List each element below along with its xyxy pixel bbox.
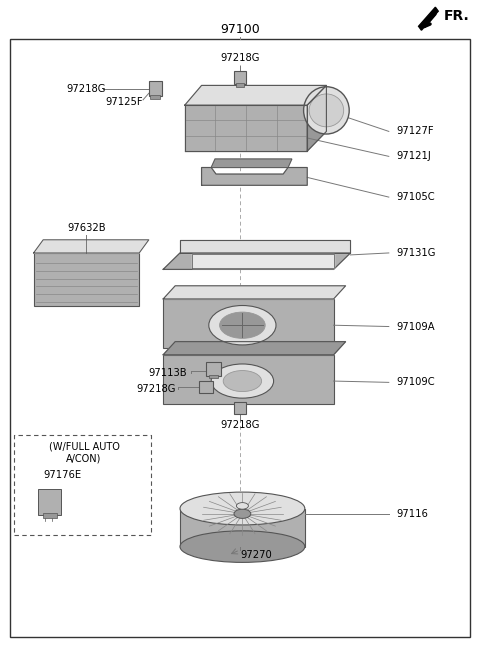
Polygon shape	[163, 342, 346, 355]
Bar	[14, 435, 151, 535]
Bar	[209, 375, 218, 378]
Text: 97632B: 97632B	[67, 223, 106, 233]
Text: FR.: FR.	[444, 9, 470, 24]
Text: 97218G: 97218G	[67, 83, 106, 94]
Bar	[163, 355, 334, 404]
Polygon shape	[185, 105, 307, 151]
Text: (W/FULL AUTO
A/CON): (W/FULL AUTO A/CON)	[48, 442, 120, 464]
Text: 97218G: 97218G	[136, 384, 176, 394]
Polygon shape	[211, 159, 292, 168]
Bar	[206, 362, 221, 376]
Bar	[234, 402, 246, 414]
Text: 97127F: 97127F	[396, 126, 433, 137]
Bar	[180, 509, 305, 547]
Ellipse shape	[234, 509, 251, 518]
Ellipse shape	[304, 87, 349, 134]
Text: 97176E: 97176E	[43, 470, 82, 480]
Bar	[149, 81, 162, 96]
Ellipse shape	[236, 503, 249, 509]
Polygon shape	[163, 286, 346, 299]
Text: 97131G: 97131G	[396, 248, 435, 258]
Text: 97121J: 97121J	[396, 151, 431, 162]
Bar	[43, 513, 57, 518]
Bar	[34, 253, 139, 306]
Text: 97218G: 97218G	[220, 53, 260, 63]
Polygon shape	[307, 85, 326, 151]
Ellipse shape	[209, 306, 276, 345]
Text: 97125F: 97125F	[105, 97, 143, 107]
Polygon shape	[163, 253, 350, 269]
Polygon shape	[180, 240, 350, 253]
Text: 97105C: 97105C	[396, 192, 434, 202]
Bar	[163, 299, 334, 348]
Text: 97109A: 97109A	[396, 321, 434, 332]
Bar	[236, 83, 244, 87]
Text: 97113B: 97113B	[149, 368, 187, 378]
Text: 97109C: 97109C	[396, 377, 434, 388]
Ellipse shape	[223, 371, 262, 392]
Text: 97100: 97100	[220, 23, 260, 36]
Ellipse shape	[180, 531, 305, 562]
Text: 97218G: 97218G	[220, 420, 260, 430]
Text: 97116: 97116	[396, 509, 428, 519]
Ellipse shape	[211, 364, 274, 398]
Polygon shape	[185, 85, 326, 105]
Bar	[199, 381, 213, 393]
Bar	[150, 95, 160, 99]
Bar	[38, 489, 61, 515]
Polygon shape	[192, 254, 334, 268]
Text: 97270: 97270	[240, 550, 272, 560]
Ellipse shape	[309, 94, 344, 127]
Bar	[234, 71, 246, 84]
Polygon shape	[419, 7, 438, 30]
Ellipse shape	[180, 492, 305, 525]
Polygon shape	[202, 168, 307, 185]
Polygon shape	[34, 240, 149, 253]
Ellipse shape	[219, 312, 265, 338]
